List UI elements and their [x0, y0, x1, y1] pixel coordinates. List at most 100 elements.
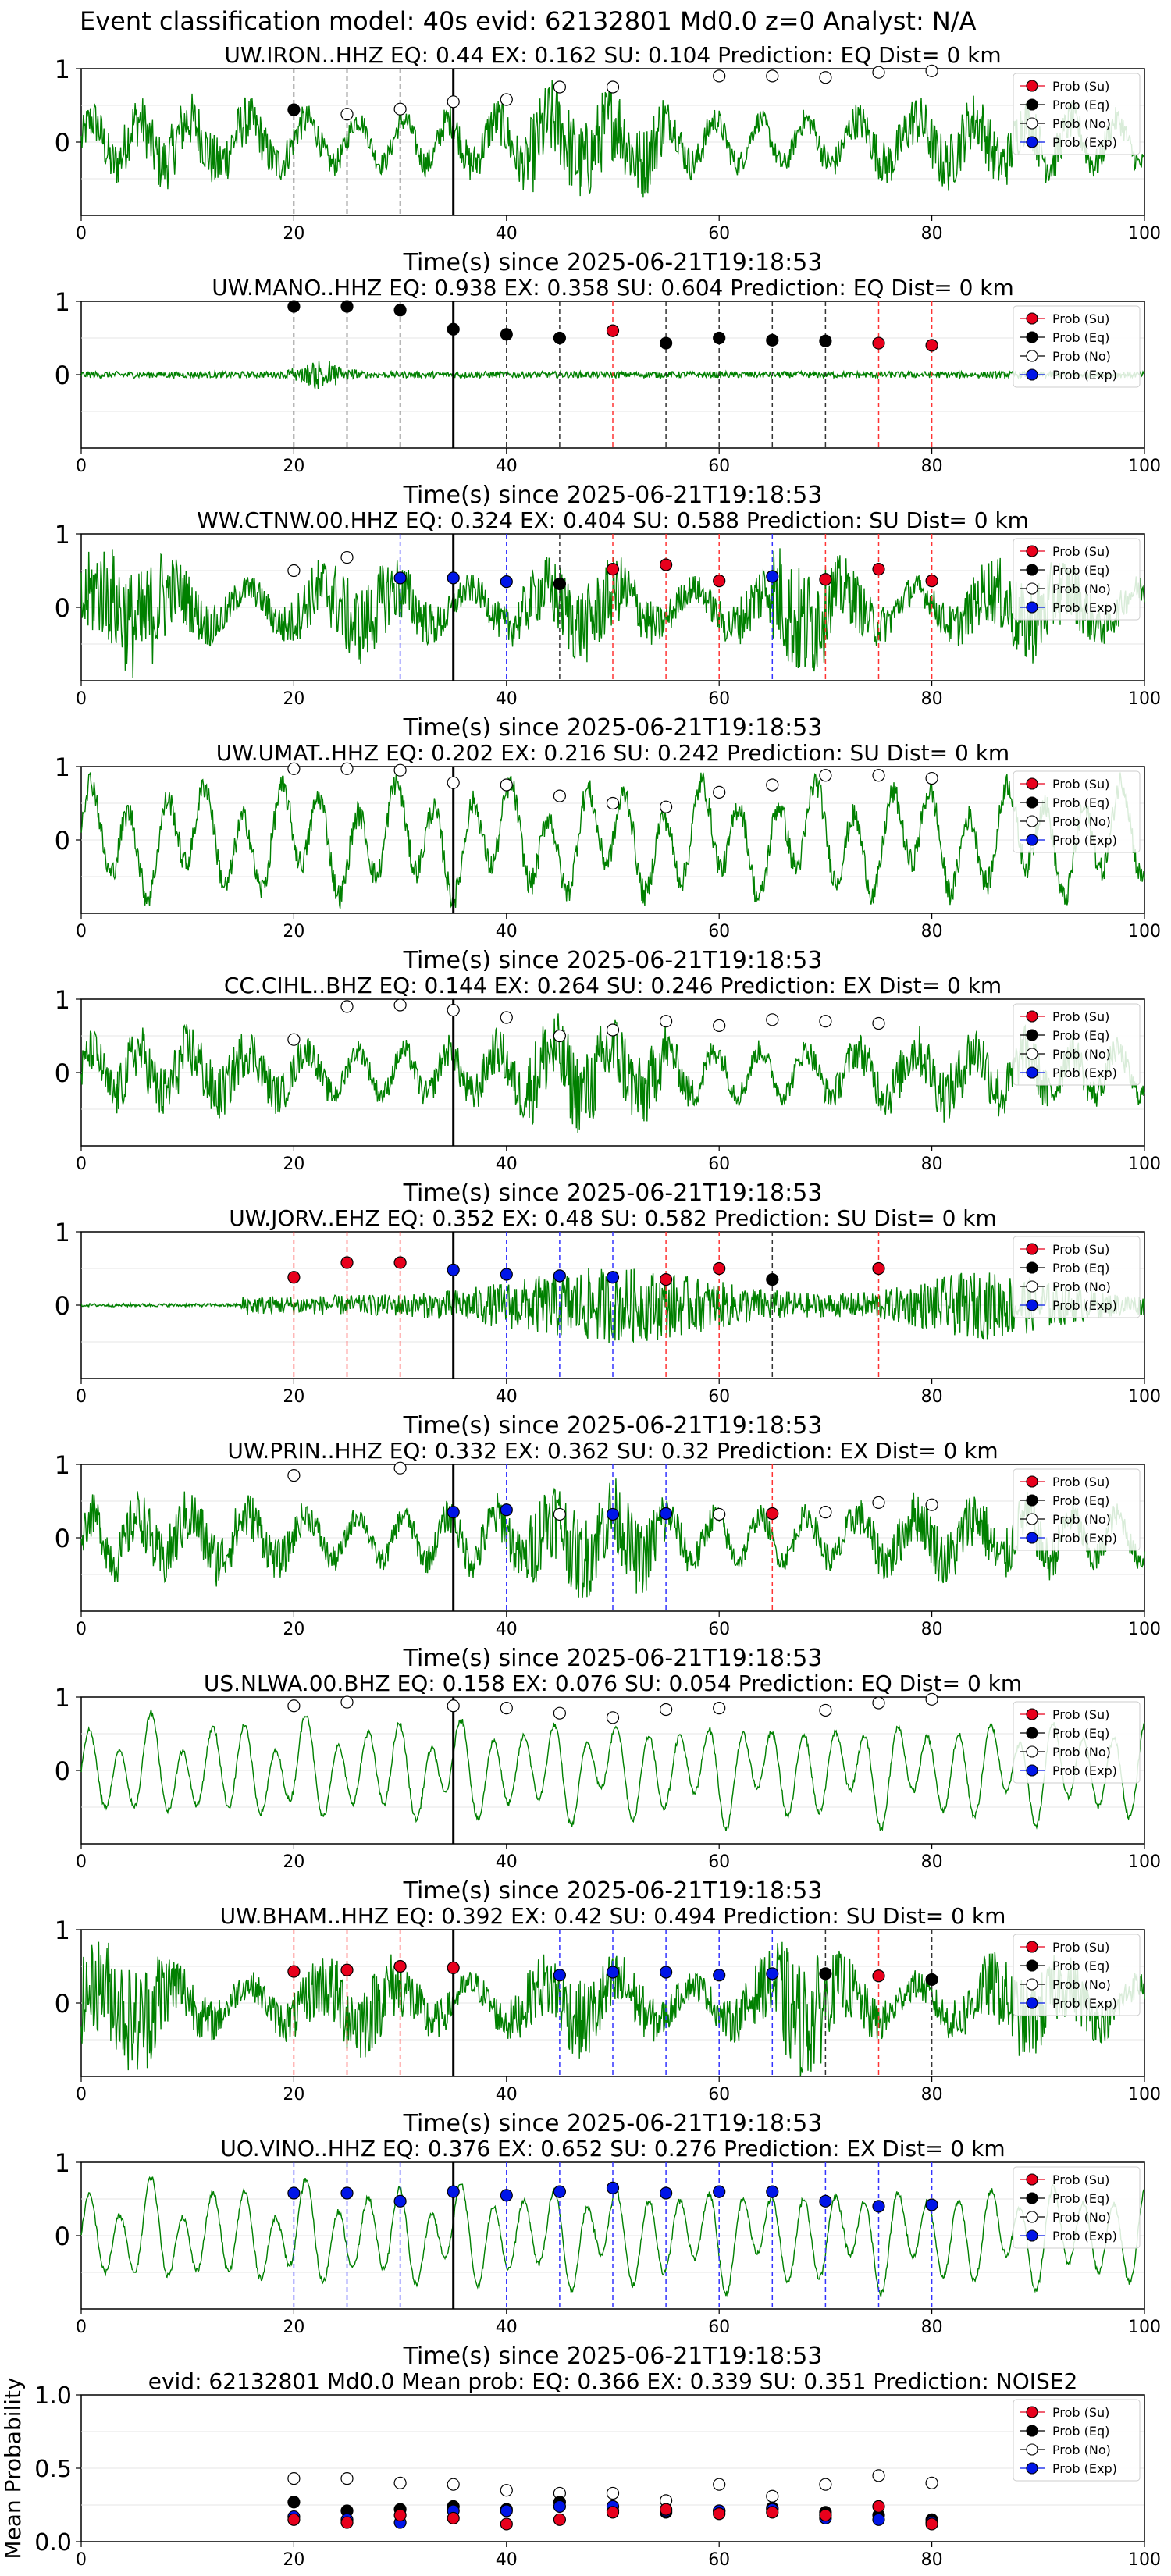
prob-marker — [553, 2500, 567, 2513]
legend-label: Prob (Exp) — [1052, 833, 1117, 848]
prob-marker — [766, 1272, 779, 1286]
prob-marker — [393, 2194, 407, 2208]
x-tick-label: 60 — [708, 1852, 730, 1872]
prob-marker — [925, 771, 938, 785]
panel-title: UW.PRIN..HHZ EQ: 0.332 EX: 0.362 SU: 0.3… — [227, 1438, 998, 1464]
prob-marker — [447, 1505, 460, 1519]
prob-marker — [819, 2509, 832, 2522]
legend-marker — [1026, 1494, 1038, 1507]
legend-label: Prob (Eq) — [1052, 563, 1109, 578]
prob-marker — [287, 300, 301, 313]
prob-marker — [553, 80, 567, 94]
prob-marker — [447, 1003, 460, 1017]
x-tick-label: 60 — [708, 2318, 730, 2337]
y-tick-label: 1 — [55, 1683, 70, 1713]
prob-marker — [872, 1496, 885, 1509]
legend-marker — [1026, 777, 1038, 790]
legend-label: Prob (Su) — [1052, 2405, 1109, 2420]
x-tick-label: 80 — [921, 1387, 943, 1407]
prob-marker — [713, 2478, 726, 2491]
prob-marker — [819, 573, 832, 586]
prob-marker — [872, 1016, 885, 1030]
panel-10: evid: 62132801 Md0.0 Mean prob: EQ: 0.36… — [0, 2368, 1161, 2570]
panel-3: UW.UMAT..HHZ EQ: 0.202 EX: 0.216 SU: 0.2… — [55, 740, 1161, 974]
y-tick-label: 0 — [55, 593, 70, 623]
x-tick-label: 20 — [283, 2550, 304, 2570]
prob-marker — [872, 2200, 885, 2213]
prob-marker — [659, 2503, 673, 2516]
legend-marker — [1026, 564, 1038, 576]
waveform-trace — [80, 1709, 1145, 1831]
legend-label: Prob (Eq) — [1052, 330, 1109, 345]
legend-marker — [1026, 136, 1038, 148]
x-axis-label: Time(s) since 2025-06-21T19:18:53 — [403, 947, 823, 974]
prob-marker — [500, 1503, 513, 1517]
y-tick-label: 1 — [55, 1218, 70, 1247]
prob-marker — [287, 2496, 301, 2509]
prob-marker — [447, 322, 460, 336]
prob-marker — [606, 1023, 620, 1037]
x-tick-label: 20 — [283, 689, 304, 709]
legend-label: Prob (Eq) — [1052, 1261, 1109, 1276]
legend-label: Prob (Eq) — [1052, 98, 1109, 112]
x-tick-label: 80 — [921, 689, 943, 709]
prob-marker — [819, 2194, 832, 2208]
prob-marker — [872, 1261, 885, 1276]
x-tick-label: 40 — [496, 922, 518, 941]
prob-marker — [553, 2185, 567, 2198]
x-tick-label: 60 — [708, 2085, 730, 2105]
prob-marker — [393, 998, 407, 1012]
prob-marker — [287, 1965, 301, 1978]
panel-title: WW.CTNW.00.HHZ EQ: 0.324 EX: 0.404 SU: 0… — [197, 507, 1029, 533]
x-tick-label: 60 — [708, 689, 730, 709]
prob-marker — [766, 570, 779, 583]
prob-marker — [659, 1015, 673, 1028]
panel-title: UW.BHAM..HHZ EQ: 0.392 EX: 0.42 SU: 0.49… — [220, 1903, 1006, 1929]
prob-marker — [553, 577, 567, 591]
x-tick-label: 20 — [283, 922, 304, 941]
legend-box — [1013, 1236, 1141, 1318]
legend-label: Prob (Exp) — [1052, 2461, 1117, 2476]
prob-marker — [713, 1702, 726, 1715]
x-tick-label: 80 — [921, 922, 943, 941]
prob-marker — [340, 1963, 354, 1976]
prob-marker — [553, 331, 567, 345]
prob-marker — [766, 778, 779, 792]
panel-8: UW.BHAM..HHZ EQ: 0.392 EX: 0.42 SU: 0.49… — [55, 1903, 1161, 2137]
prob-marker — [447, 571, 460, 585]
legend-marker — [1026, 312, 1038, 325]
prob-marker — [500, 2517, 513, 2531]
prob-marker — [287, 2472, 301, 2485]
legend-label: Prob (No) — [1052, 1745, 1111, 1759]
x-tick-label: 40 — [496, 1620, 518, 1639]
legend-marker — [1026, 834, 1038, 846]
prob-marker — [287, 103, 301, 116]
legend-box — [1013, 73, 1141, 155]
prob-marker — [819, 1505, 832, 1519]
prob-marker — [393, 763, 407, 777]
prob-marker — [500, 575, 513, 589]
legend-box — [1013, 1003, 1141, 1086]
prob-marker — [287, 1699, 301, 1713]
prob-marker — [819, 769, 832, 782]
prob-marker — [766, 2489, 779, 2503]
legend-label: Prob (No) — [1052, 2443, 1111, 2457]
waveform-trace — [80, 548, 1145, 678]
legend-label: Prob (No) — [1052, 116, 1111, 131]
prob-marker — [713, 69, 726, 83]
legend-marker — [1026, 1941, 1038, 1953]
prob-marker — [500, 1702, 513, 1715]
prob-marker — [766, 69, 779, 83]
x-tick-label: 100 — [1128, 457, 1161, 476]
legend-marker — [1026, 2173, 1038, 2186]
legend-marker — [1026, 368, 1038, 381]
prob-marker — [500, 2484, 513, 2497]
x-tick-label: 0 — [76, 922, 87, 941]
x-tick-label: 100 — [1128, 1852, 1161, 1872]
x-tick-label: 100 — [1128, 2318, 1161, 2337]
prob-marker — [766, 2185, 779, 2198]
prob-marker — [713, 575, 726, 588]
prob-marker — [925, 339, 938, 352]
y-tick-label: 1 — [55, 287, 70, 317]
panel-title: UO.VINO..HHZ EQ: 0.376 EX: 0.652 SU: 0.2… — [220, 2136, 1005, 2161]
